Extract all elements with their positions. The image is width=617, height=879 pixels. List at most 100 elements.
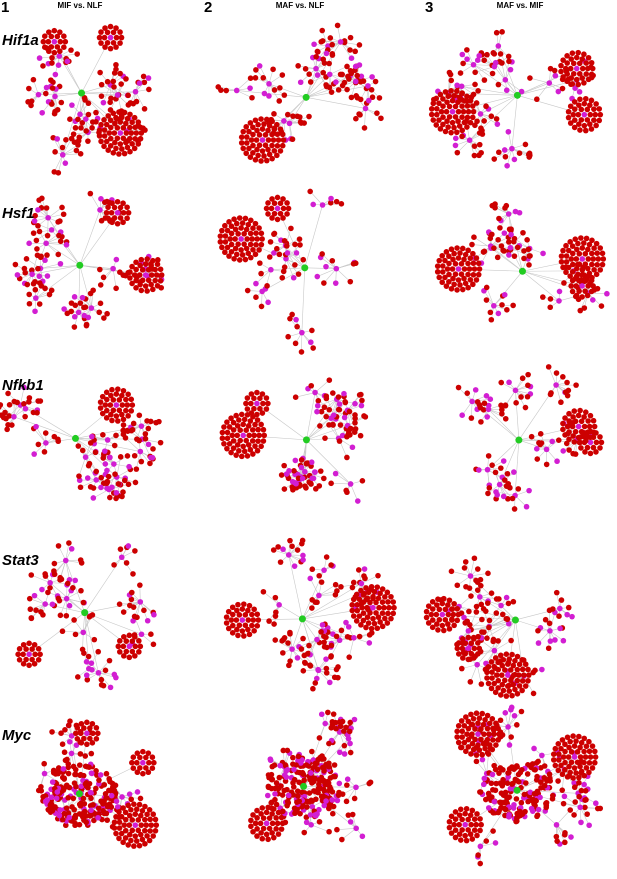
node	[34, 246, 40, 252]
node	[563, 440, 570, 447]
node	[465, 827, 471, 833]
node	[120, 209, 127, 216]
node	[138, 287, 145, 294]
node	[297, 242, 303, 248]
node	[568, 283, 574, 289]
node	[439, 611, 446, 618]
node	[584, 811, 590, 817]
node	[84, 719, 90, 726]
node	[460, 636, 466, 642]
node	[563, 253, 570, 259]
node	[244, 395, 251, 401]
node	[498, 243, 505, 249]
node	[48, 33, 55, 40]
node	[578, 445, 584, 451]
node	[507, 677, 514, 684]
node	[430, 100, 437, 107]
node	[550, 751, 557, 757]
node	[62, 822, 69, 829]
node	[125, 391, 131, 398]
node	[79, 813, 86, 820]
node	[478, 736, 484, 743]
node	[331, 762, 338, 768]
edge	[480, 113, 498, 125]
node	[344, 86, 350, 93]
node	[483, 297, 490, 303]
node	[257, 395, 263, 402]
node	[467, 119, 474, 126]
node	[252, 820, 259, 827]
node	[102, 667, 109, 674]
node	[250, 142, 256, 149]
node	[107, 494, 113, 501]
node	[59, 774, 66, 781]
node	[83, 128, 89, 134]
node	[222, 233, 229, 239]
node	[279, 142, 286, 149]
node	[570, 433, 576, 439]
node	[81, 609, 89, 617]
node	[459, 133, 465, 140]
node	[590, 283, 596, 289]
node	[576, 102, 582, 108]
edge	[494, 619, 516, 651]
node	[245, 442, 252, 448]
edge	[476, 664, 482, 685]
node	[69, 804, 75, 810]
node	[26, 595, 33, 602]
node	[440, 96, 446, 102]
node	[572, 451, 579, 457]
node	[123, 648, 130, 655]
node	[93, 724, 100, 731]
node	[492, 840, 499, 846]
node	[564, 78, 570, 85]
node	[591, 759, 598, 766]
node	[113, 830, 119, 837]
node	[108, 411, 114, 418]
node	[446, 69, 453, 76]
node	[129, 280, 135, 287]
node	[265, 836, 271, 843]
node	[491, 647, 498, 654]
node	[21, 400, 27, 407]
node	[571, 743, 578, 749]
node	[59, 204, 65, 211]
node	[132, 548, 138, 554]
node	[470, 260, 477, 267]
node	[507, 667, 514, 673]
node	[344, 454, 350, 461]
node	[491, 156, 498, 162]
node	[113, 34, 120, 41]
node	[469, 807, 476, 814]
node	[133, 838, 140, 844]
node	[504, 661, 511, 667]
node	[83, 322, 90, 329]
node	[367, 599, 373, 606]
node	[215, 84, 222, 90]
node	[271, 200, 278, 207]
node	[128, 396, 135, 403]
node	[490, 636, 497, 643]
node	[127, 275, 133, 281]
node	[445, 124, 451, 130]
node	[258, 830, 264, 836]
node	[78, 740, 85, 746]
node	[241, 633, 247, 639]
node	[473, 758, 480, 765]
node	[36, 55, 43, 61]
node	[30, 230, 37, 236]
node	[519, 375, 526, 382]
node	[26, 85, 32, 92]
node	[345, 431, 352, 438]
node	[448, 830, 455, 836]
node	[480, 606, 487, 612]
node	[77, 751, 84, 757]
node	[348, 94, 355, 101]
node	[40, 38, 47, 45]
node	[326, 377, 333, 383]
node	[553, 833, 560, 840]
node	[121, 109, 128, 116]
node	[486, 485, 493, 491]
edge	[81, 92, 118, 96]
node	[245, 626, 251, 633]
